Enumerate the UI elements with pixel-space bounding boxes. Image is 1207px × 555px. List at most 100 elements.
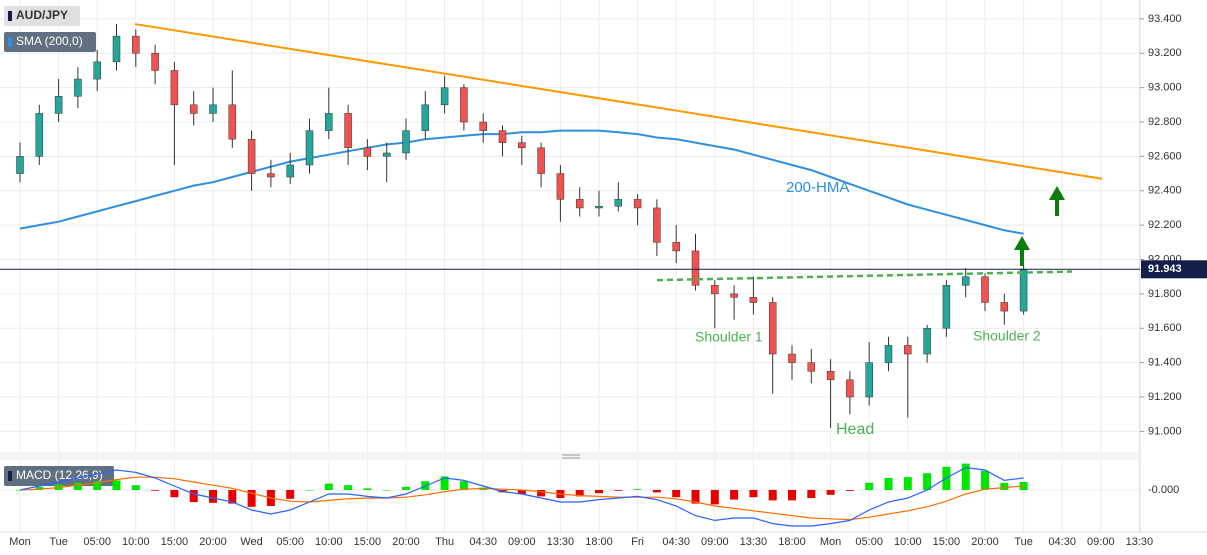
candle-body xyxy=(904,345,912,355)
x-tick-label: 20:00 xyxy=(392,536,420,548)
macd-title: MACD (12,26,9) xyxy=(16,468,103,482)
legend-swatch xyxy=(8,471,12,481)
legend-box xyxy=(4,32,96,52)
candle-body xyxy=(74,78,82,97)
x-tick-label: 15:00 xyxy=(354,536,382,548)
candle-body xyxy=(93,61,101,80)
macd-line xyxy=(19,466,1024,527)
macd-histogram-bar xyxy=(228,490,237,504)
y-tick-label: 92.600 xyxy=(1148,150,1182,162)
candle-body xyxy=(730,293,738,298)
candle-body xyxy=(633,199,642,209)
macd-histogram-bar xyxy=(131,485,140,490)
candle-body xyxy=(170,70,179,106)
legend-box xyxy=(4,6,80,26)
y-tick-label: 91.000 xyxy=(1148,425,1182,437)
candle-body xyxy=(614,199,623,207)
macd-histogram-bar xyxy=(537,490,546,497)
candle-body xyxy=(132,35,140,54)
y-tick-label: 91.600 xyxy=(1148,322,1182,334)
x-tick-label: 18:00 xyxy=(778,536,806,548)
x-tick-label: 15:00 xyxy=(933,536,961,548)
macd-histogram-bar xyxy=(923,473,932,490)
annotation: Shoulder 2 xyxy=(973,328,1041,344)
candle-body xyxy=(691,250,700,286)
candle-body xyxy=(325,113,333,131)
candle-body xyxy=(575,199,584,209)
grid xyxy=(0,0,1140,532)
candle-body xyxy=(653,207,661,243)
macd-histogram-bar xyxy=(305,490,314,491)
x-tick-label: Tue xyxy=(1014,536,1033,548)
y-tick-label: 91.200 xyxy=(1148,391,1182,403)
signal-line xyxy=(19,476,1024,521)
hma-line xyxy=(19,129,1024,235)
macd-histogram-bar xyxy=(73,482,82,490)
macd-histogram-bar xyxy=(633,489,642,490)
candle-body xyxy=(151,53,159,71)
candle-body xyxy=(54,95,63,114)
candle-body xyxy=(884,345,893,363)
macd-histogram-bar xyxy=(363,488,372,490)
x-tick-label: 09:00 xyxy=(701,536,729,548)
candle-body xyxy=(923,328,931,355)
macd-histogram-bar xyxy=(788,490,796,501)
candle-body xyxy=(247,138,256,174)
x-tick-label: 10:00 xyxy=(315,536,343,548)
candle-body xyxy=(826,370,835,381)
macd-histogram-bar xyxy=(382,490,391,491)
macd-histogram-bar xyxy=(112,480,121,490)
candle-body xyxy=(286,164,294,178)
x-tick-label: Fri xyxy=(631,536,644,548)
pane-separator xyxy=(0,452,1140,460)
candle-body xyxy=(498,130,507,143)
x-tick-label: 05:00 xyxy=(83,536,111,548)
candle-body xyxy=(672,242,680,252)
candle-body xyxy=(209,104,217,114)
macd-histogram-bar xyxy=(614,490,623,491)
legend-box xyxy=(4,466,114,486)
x-tick-label: Thu xyxy=(435,536,454,548)
x-tick-label: Mon xyxy=(820,536,841,548)
candle-body xyxy=(807,362,816,372)
macd-histogram-bar xyxy=(884,478,893,490)
candle-body xyxy=(556,173,565,200)
macd-histogram-bar xyxy=(440,476,449,490)
candle-body xyxy=(460,87,468,123)
macd-histogram-bar xyxy=(981,470,989,490)
arrow xyxy=(1014,236,1030,266)
macd-histogram-bar xyxy=(93,481,102,490)
macd-histogram-bar xyxy=(652,490,661,493)
candle-body xyxy=(344,113,352,149)
y-tick-label: 92.400 xyxy=(1148,185,1182,197)
candle-body xyxy=(112,35,121,63)
macd-histogram-bar xyxy=(170,490,179,498)
candle-body xyxy=(479,121,487,131)
macd-histogram-bar xyxy=(903,477,912,490)
macd-histogram-bar xyxy=(575,490,584,497)
x-tick-label: 18:00 xyxy=(585,536,613,548)
x-tick-label: 20:00 xyxy=(971,536,999,548)
annotation: Head xyxy=(836,421,874,438)
x-tick-label: 09:00 xyxy=(508,536,536,548)
annotation: 200-HMA xyxy=(786,179,849,196)
y-tick-label: -0.000 xyxy=(1148,484,1179,496)
arrow xyxy=(1049,186,1065,216)
legend-swatch xyxy=(8,37,12,47)
x-tick-label: Tue xyxy=(49,536,68,548)
x-tick-label: 10:00 xyxy=(894,536,922,548)
candle-body xyxy=(267,173,275,178)
candle-body xyxy=(846,379,854,398)
macd-histogram-bar xyxy=(459,481,468,490)
candle-body xyxy=(595,205,603,209)
y-tick-label: 93.400 xyxy=(1148,13,1182,25)
macd-histogram-bar xyxy=(286,490,295,499)
plot xyxy=(16,23,1103,428)
macd-histogram-bar xyxy=(865,482,874,490)
y-tick-label: 93.000 xyxy=(1148,82,1182,94)
macd-histogram-bar xyxy=(710,490,719,505)
candle-body xyxy=(402,130,410,154)
macd-histogram-bar xyxy=(1000,482,1009,490)
candle-body xyxy=(421,104,430,131)
